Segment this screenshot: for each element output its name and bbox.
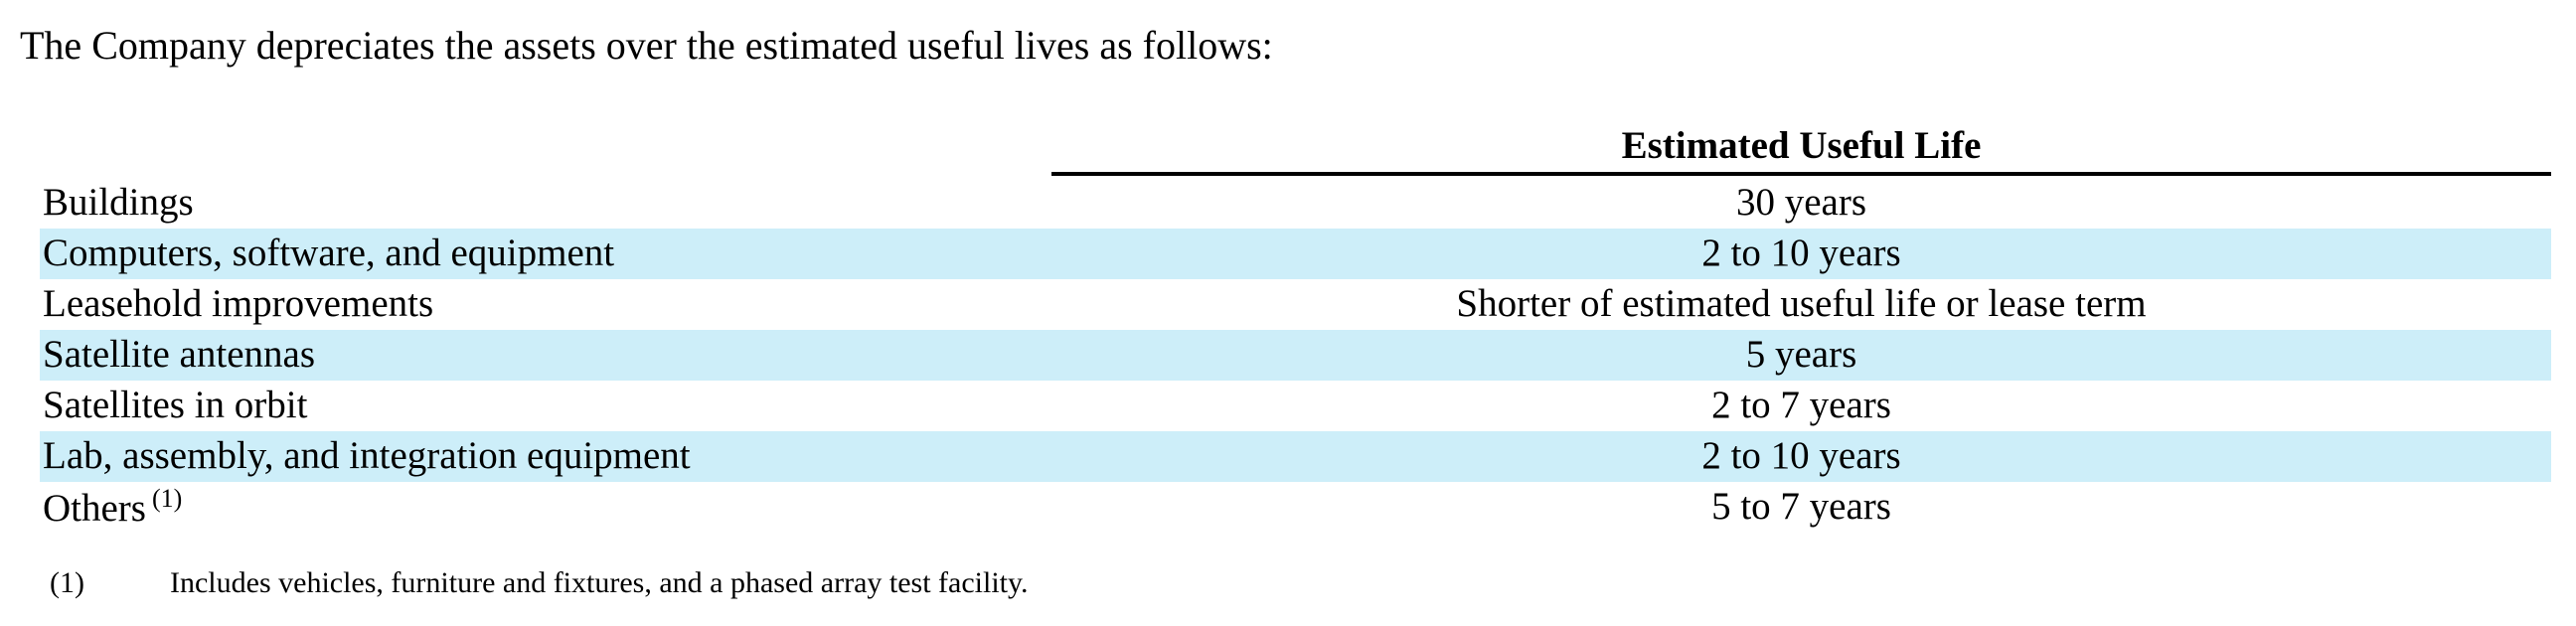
asset-label: Leasehold improvements — [43, 282, 434, 325]
asset-label: Buildings — [43, 181, 194, 224]
header-rule — [1051, 172, 2551, 176]
asset-cell: Buildings — [43, 180, 194, 225]
table-row: Buildings 30 years — [40, 178, 2551, 229]
table-row: Others (1) 5 to 7 years — [40, 482, 2551, 533]
table-row: Leasehold improvements Shorter of estimat… — [40, 279, 2551, 330]
asset-label: Satellite antennas — [43, 333, 315, 376]
table-row: Satellites in orbit 2 to 7 years — [40, 381, 2551, 431]
life-cell: 5 years — [1745, 333, 1857, 376]
life-cell: 30 years — [1735, 181, 1867, 224]
footnote-text: Includes vehicles, furniture and fixture… — [170, 566, 1029, 599]
life-cell: 2 to 10 years — [1701, 232, 1901, 274]
asset-label: Satellites in orbit — [43, 384, 308, 426]
intro-text: The Company depreciates the assets over … — [20, 23, 1273, 68]
asset-label: Others — [43, 487, 146, 530]
asset-cell: Others (1) — [43, 484, 182, 531]
asset-label: Lab, assembly, and integration equipment — [43, 434, 691, 477]
footnote-marker: (1) — [50, 566, 84, 599]
life-cell: 2 to 7 years — [1711, 384, 1891, 426]
life-cell: 5 to 7 years — [1711, 485, 1891, 528]
life-cell: Shorter of estimated useful life or leas… — [1456, 282, 2147, 325]
asset-cell: Satellites in orbit — [43, 383, 307, 427]
note-ref: (1) — [151, 484, 183, 513]
asset-label: Computers, software, and equipment — [43, 232, 615, 274]
asset-cell: Leasehold improvements — [43, 281, 433, 326]
table-row: Satellite antennas 5 years — [40, 330, 2551, 381]
table-row: Computers, software, and equipment 2 to 1… — [40, 229, 2551, 279]
asset-cell: Lab, assembly, and integration equipment — [43, 433, 691, 478]
column-header: Estimated Useful Life — [1621, 124, 1982, 167]
life-cell: 2 to 10 years — [1701, 434, 1901, 477]
asset-cell: Satellite antennas — [43, 332, 315, 377]
asset-cell: Computers, software, and equipment — [43, 231, 614, 275]
table-row: Lab, assembly, and integration equipment… — [40, 431, 2551, 482]
